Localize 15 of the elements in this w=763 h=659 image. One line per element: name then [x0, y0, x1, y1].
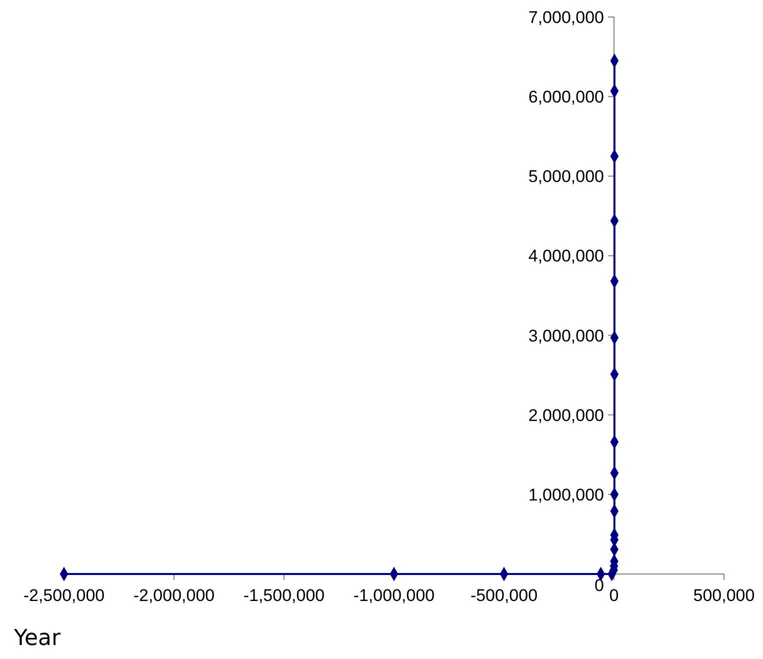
x-tick-label: -1,500,000 — [243, 586, 325, 605]
x-tick-label: 500,000 — [693, 586, 755, 605]
y-tick-label: 7,000,000 — [528, 8, 604, 27]
x-tick-label: -2,000,000 — [133, 586, 215, 605]
y-tick-label: 5,000,000 — [528, 167, 604, 186]
y-tick-label: 3,000,000 — [528, 326, 604, 346]
y-tick-label: 6,000,000 — [528, 88, 604, 107]
x-tick-label: -500,000 — [470, 586, 538, 605]
y-tick-label: 1,000,000 — [528, 485, 604, 504]
x-tick-label: -1,000,000 — [353, 586, 435, 605]
x-tick-label: 0 — [609, 586, 619, 605]
y-tick-label: 4,000,000 — [528, 246, 604, 266]
x-tick-label: -2,500,000 — [23, 586, 105, 605]
y-tick-label: 2,000,000 — [528, 406, 604, 425]
x-axis-title: Year — [13, 626, 62, 651]
